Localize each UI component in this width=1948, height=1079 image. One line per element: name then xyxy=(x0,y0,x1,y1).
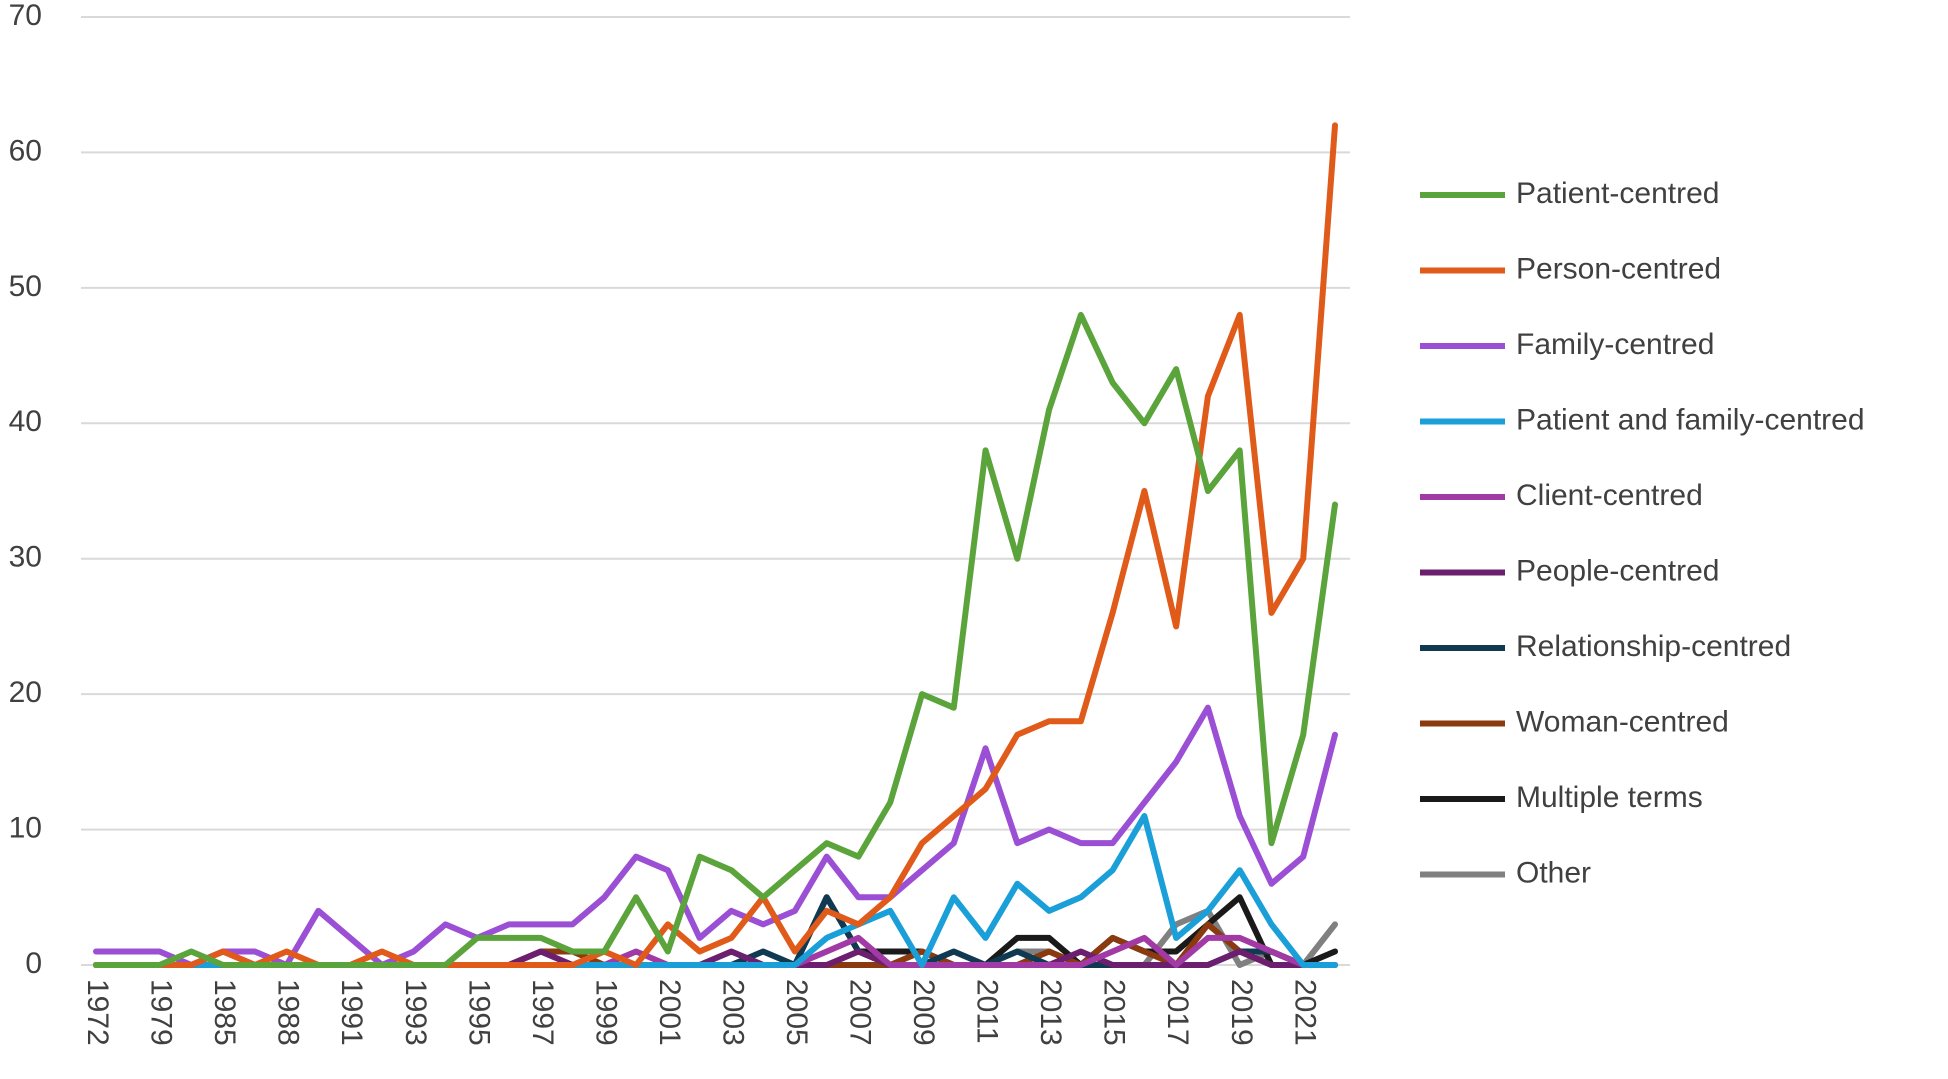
legend-label: People-centred xyxy=(1516,554,1719,587)
y-tick-label: 50 xyxy=(9,270,42,303)
legend-label: Patient-centred xyxy=(1516,177,1719,210)
series-line xyxy=(93,311,1338,968)
legend-label: Patient and family-centred xyxy=(1516,403,1865,436)
x-tick-label: 2019 xyxy=(1225,979,1258,1046)
series-line xyxy=(93,122,1338,968)
legend-label: Woman-centred xyxy=(1516,705,1729,738)
x-tick-label: 1985 xyxy=(208,979,241,1046)
legend-label: Other xyxy=(1516,856,1591,889)
x-tick-label: 2003 xyxy=(716,979,749,1046)
legend-label: Multiple terms xyxy=(1516,781,1703,814)
legend-label: Relationship-centred xyxy=(1516,630,1791,663)
y-tick-label: 10 xyxy=(9,811,42,844)
x-tick-label: 1993 xyxy=(399,979,432,1046)
x-tick-label: 1991 xyxy=(335,979,368,1046)
y-tick-label: 30 xyxy=(9,541,42,574)
x-tick-label: 2009 xyxy=(907,979,940,1046)
x-tick-label: 2011 xyxy=(971,979,1004,1044)
x-tick-label: 2005 xyxy=(780,979,813,1046)
y-tick-label: 60 xyxy=(9,134,42,167)
legend-label: Client-centred xyxy=(1516,479,1703,512)
x-tick-label: 2013 xyxy=(1034,979,1067,1046)
y-tick-label: 20 xyxy=(9,676,42,709)
x-tick-label: 2021 xyxy=(1288,979,1321,1046)
y-tick-label: 0 xyxy=(25,947,42,980)
legend-label: Person-centred xyxy=(1516,252,1721,285)
legend-label: Family-centred xyxy=(1516,328,1714,361)
x-tick-label: 1997 xyxy=(526,979,559,1046)
x-tick-label: 2017 xyxy=(1161,979,1194,1046)
x-tick-label: 2007 xyxy=(844,979,877,1046)
series-line xyxy=(93,704,1338,968)
x-tick-label: 1995 xyxy=(462,979,495,1046)
x-tick-label: 1999 xyxy=(589,979,622,1046)
y-tick-label: 70 xyxy=(9,0,42,32)
x-tick-label: 1972 xyxy=(81,979,114,1046)
x-tick-label: 1988 xyxy=(272,979,305,1046)
x-tick-label: 2015 xyxy=(1098,979,1131,1046)
y-tick-label: 40 xyxy=(9,405,42,438)
x-tick-label: 2001 xyxy=(653,979,686,1046)
x-tick-label: 1979 xyxy=(145,979,178,1046)
